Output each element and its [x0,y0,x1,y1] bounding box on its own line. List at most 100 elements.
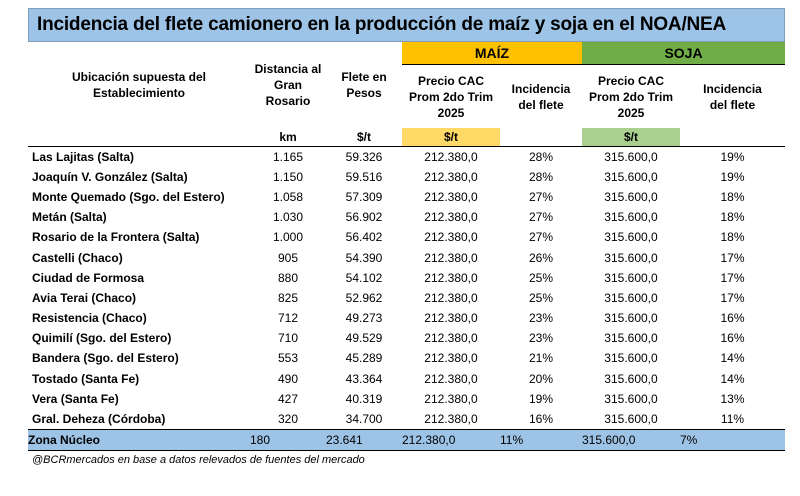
header-maiz-incidence-line2: del flete [518,97,564,112]
row-freight: 54.102 [345,270,383,285]
row-soja-incidence: 18% [720,210,745,225]
row-location: Monte Quemado (Sgo. del Estero) [32,189,225,204]
row-location: Metán (Salta) [32,210,107,225]
row-maiz-incidence: 23% [528,311,554,326]
row-freight: 56.902 [345,210,383,225]
header-distance-line1: Distancia al [254,62,322,76]
row-freight: 49.273 [345,311,383,326]
row-km: 712 [277,311,299,326]
header-maiz-incidence-line1: Incidencia [511,81,571,96]
row-maiz-price: 212.380,0 [424,351,478,366]
row-location: Bandera (Sgo. del Estero) [32,351,179,366]
row-maiz-incidence: 28% [528,169,554,184]
row-maiz-price: 212.380,0 [424,270,478,285]
row-location: Castelli (Chaco) [32,250,123,265]
row-km: 1.030 [272,210,304,225]
row-maiz-price: 212.380,0 [424,230,478,245]
row-soja-incidence: 16% [720,331,745,346]
row-soja-incidence: 17% [720,270,745,285]
header-maiz-price-line1: Precio CAC [417,73,485,88]
header-distance: Distancia al Gran Rosario [250,42,326,128]
row-freight: 49.529 [345,331,383,346]
page-title: Incidencia del flete camionero en la pro… [37,14,727,35]
row-km: 553 [277,351,299,366]
header-maiz-price-line3: 2025 [437,105,465,120]
row-km: 1.165 [272,149,304,164]
row-km: 427 [277,391,299,406]
row-soja-incidence: 17% [720,250,745,265]
header-freight-line1: Flete en [341,70,387,84]
header-soja-price-line3: 2025 [617,105,645,120]
row-soja-incidence: 18% [720,189,745,204]
row-km: 320 [277,412,299,427]
row-location: Rosario de la Frontera (Salta) [32,230,200,245]
row-soja-price: 315.600,0 [604,210,658,225]
total-maiz-price: 212.380,0 [402,429,500,452]
row-soja-incidence: 18% [720,230,745,245]
group-maiz: MAÍZ [402,42,582,66]
row-location: Resistencia (Chaco) [32,311,147,326]
row-maiz-incidence: 25% [528,290,554,305]
report-container: Incidencia del flete camionero en la pro… [28,8,785,466]
row-maiz-price: 212.380,0 [424,391,478,406]
row-maiz-price: 212.380,0 [424,210,478,225]
source-note: @BCRmercados en base a datos relevados d… [32,454,365,467]
row-location: Avia Terai (Chaco) [32,290,137,305]
total-soja-price: 315.600,0 [582,429,680,452]
row-soja-price: 315.600,0 [604,371,658,386]
freight-table: Ubicación supuesta del Establecimiento D… [28,42,785,452]
table-row: Tostado (Santa Fe) 490 43.364 212.380,0 20% 3… [28,369,785,389]
total-freight: 23.641 [326,429,402,452]
row-maiz-incidence: 20% [528,371,554,386]
total-maiz-incidence: 11% [500,429,582,452]
row-maiz-price: 212.380,0 [424,331,478,346]
header-location-line1: Ubicación supuesta del [71,70,207,84]
row-maiz-incidence: 26% [528,250,554,265]
total-km: 180 [250,429,326,452]
row-km: 825 [277,290,299,305]
group-soja: SOJA [582,42,785,66]
row-location: Las Lajitas (Salta) [32,149,135,164]
row-soja-incidence: 19% [720,149,745,164]
row-maiz-price: 212.380,0 [424,412,478,427]
row-soja-incidence: 19% [720,169,745,184]
row-freight: 45.289 [345,351,383,366]
table-body: Las Lajitas (Salta) 1.165 59.326 212.380,0 2… [28,146,785,430]
row-location: Quimilí (Sgo. del Estero) [32,331,172,346]
row-soja-price: 315.600,0 [604,331,658,346]
row-soja-price: 315.600,0 [604,270,658,285]
row-km: 710 [277,331,299,346]
row-km: 1.150 [272,169,304,184]
header-maiz-price: Precio CAC Prom 2do Trim 2025 [402,65,500,128]
row-maiz-price: 212.380,0 [424,169,478,184]
row-location: Ciudad de Formosa [32,270,145,285]
row-maiz-price: 212.380,0 [424,149,478,164]
row-maiz-price: 212.380,0 [424,371,478,386]
row-location: Vera (Santa Fe) [32,391,119,406]
row-freight: 56.402 [345,230,383,245]
row-freight: 52.962 [345,290,383,305]
unit-freight: $/t [326,128,402,147]
row-soja-price: 315.600,0 [604,189,658,204]
table-row: Vera (Santa Fe) 427 40.319 212.380,0 19% 315.… [28,389,785,409]
header-maiz-price-line2: Prom 2do Trim [408,89,494,104]
table-row: Avia Terai (Chaco) 825 52.962 212.380,0 25% 3… [28,288,785,308]
row-km: 490 [277,371,299,386]
header-soja-price: Precio CAC Prom 2do Trim 2025 [582,65,680,128]
row-maiz-incidence: 28% [528,149,554,164]
row-soja-price: 315.600,0 [604,169,658,184]
unit-maiz-incidence [500,128,582,147]
row-maiz-incidence: 27% [528,230,554,245]
row-maiz-incidence: 16% [528,412,554,427]
table-row: Gral. Deheza (Córdoba) 320 34.700 212.380,0… [28,409,785,430]
row-soja-incidence: 16% [720,311,745,326]
row-soja-incidence: 14% [720,351,745,366]
unit-soja-incidence [680,128,785,147]
unit-soja-price: $/t [582,128,680,147]
header-soja-incidence-line2: del flete [709,97,756,112]
row-location: Gral. Deheza (Córdoba) [32,412,166,427]
row-freight: 43.364 [345,371,383,386]
table-row: Las Lajitas (Salta) 1.165 59.326 212.380,0 2… [28,146,785,167]
row-km: 1.000 [272,230,304,245]
total-soja-incidence: 7% [680,429,785,452]
